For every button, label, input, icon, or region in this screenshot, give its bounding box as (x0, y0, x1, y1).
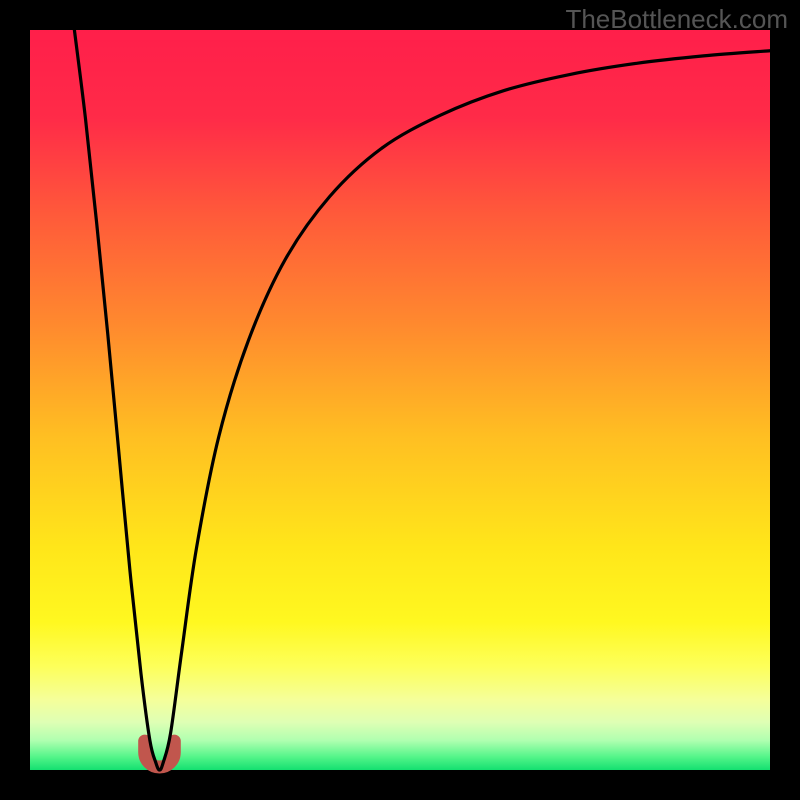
watermark-text: TheBottleneck.com (565, 4, 788, 35)
chart-frame: TheBottleneck.com (0, 0, 800, 800)
bottleneck-chart (0, 0, 800, 800)
